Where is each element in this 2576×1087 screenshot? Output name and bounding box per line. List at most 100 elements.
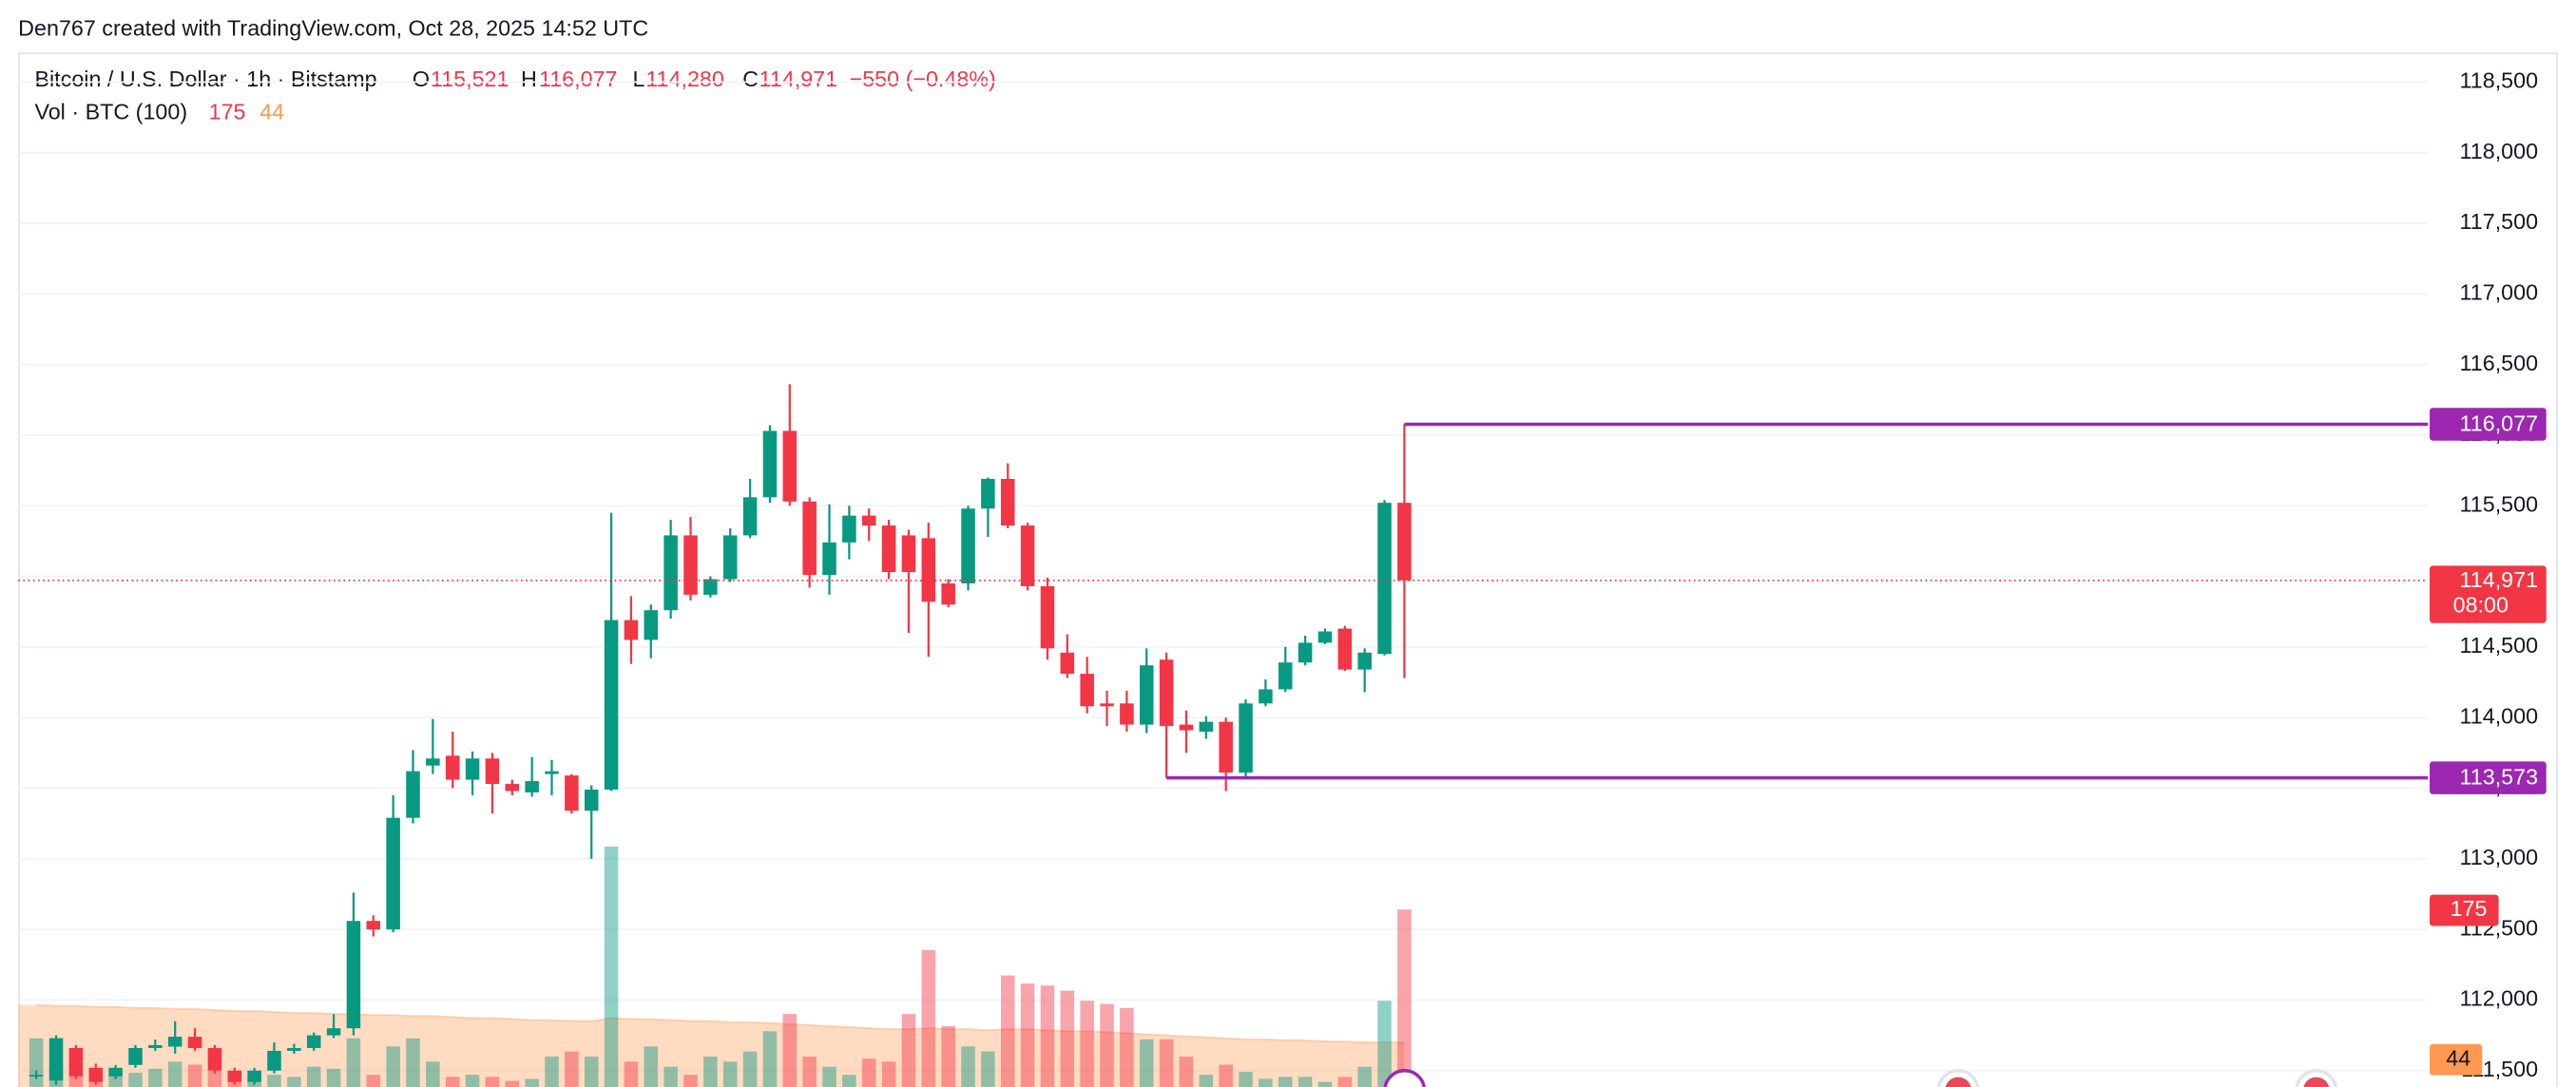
candle-body <box>88 1067 104 1082</box>
y-tick-label: 118,500 <box>2460 68 2539 93</box>
volume-bar <box>545 1056 559 1087</box>
volume-bar <box>346 1038 361 1087</box>
candle-body <box>644 610 659 640</box>
c-label: C <box>742 67 759 91</box>
volume-bar <box>742 1051 758 1087</box>
volume-title[interactable]: Vol · BTC (100) <box>34 99 187 124</box>
candle-body <box>1060 652 1075 675</box>
candle-body <box>445 755 460 780</box>
candle-body <box>1337 628 1353 670</box>
volume-bar <box>426 1061 440 1087</box>
candle-body <box>306 1035 321 1048</box>
candle-body <box>108 1067 123 1077</box>
candle-body <box>1100 703 1114 707</box>
candle-body <box>426 758 440 766</box>
volume-bar <box>604 847 619 1087</box>
candle-body <box>802 501 817 576</box>
candle-body <box>525 781 539 792</box>
volume-bar <box>207 1070 222 1087</box>
volume-bar <box>187 1064 202 1087</box>
price-badge <box>2430 408 2547 441</box>
volume-value: 175 <box>209 99 246 124</box>
price-badge-label: 116,077 <box>2460 411 2539 436</box>
price-badge <box>2430 761 2547 794</box>
l-label: L <box>632 67 644 91</box>
volume-bar <box>1357 1066 1372 1087</box>
candle-body <box>167 1037 183 1047</box>
volume-bar <box>1179 1056 1194 1087</box>
y-tick-label: 117,000 <box>2460 279 2539 304</box>
volume-bar <box>406 1038 420 1087</box>
candle-body <box>782 430 798 502</box>
volume-badge-label: 175 <box>2451 896 2488 921</box>
volume-badge <box>2430 894 2499 926</box>
candle-body <box>683 535 698 595</box>
candle-body <box>663 535 678 611</box>
volume-bar <box>306 1066 321 1087</box>
candle-body <box>1139 665 1154 725</box>
volume-bar <box>287 1077 301 1087</box>
volume-bar <box>465 1075 480 1087</box>
candle-body <box>1219 721 1233 773</box>
event-icon[interactable] <box>1383 1068 1426 1087</box>
volume-bar <box>1219 1064 1233 1087</box>
event-flag <box>2303 1077 2330 1087</box>
volume-bar <box>128 1073 143 1087</box>
volume-bar <box>921 949 936 1087</box>
candle-body <box>941 582 955 605</box>
change-value: −550 (−0.48%) <box>850 67 996 91</box>
volume-bar <box>1139 1039 1154 1087</box>
candle-body <box>386 817 400 930</box>
symbol-title[interactable]: Bitcoin / U.S. Dollar · 1h · Bitstamp <box>34 67 376 91</box>
candle-body <box>326 1028 341 1036</box>
volume-bar <box>941 1025 955 1087</box>
credit: Den767 created with TradingView.com, Oct… <box>18 15 648 40</box>
price-badge-label: 113,573 <box>2460 765 2539 790</box>
candle-body <box>901 535 916 573</box>
volume-bar <box>29 1038 44 1087</box>
volume-bar <box>1040 985 1055 1087</box>
candle-body <box>861 515 876 526</box>
volume-bar <box>1080 1001 1094 1087</box>
volume-bar <box>1377 1001 1392 1087</box>
volume-bar <box>366 1075 381 1087</box>
candle-body <box>1179 724 1194 731</box>
volume-bar <box>386 1046 400 1087</box>
volume-ma-area <box>18 1004 1405 1087</box>
open-value: 115,521 <box>431 67 509 91</box>
volume-bar <box>584 1056 599 1087</box>
close-value: 114,971 <box>759 67 838 91</box>
candle-body <box>703 579 718 595</box>
volume-bar <box>167 1061 183 1087</box>
candle-body <box>1259 689 1273 704</box>
o-label: O <box>413 67 430 91</box>
volume-bar <box>525 1078 539 1087</box>
candle-body <box>1120 703 1134 725</box>
volume-bar <box>1000 975 1015 1087</box>
volume-bar <box>267 1075 281 1087</box>
volume-bar <box>1159 1039 1174 1087</box>
volume-bar <box>722 1061 738 1087</box>
candle-body <box>722 535 738 580</box>
countdown-label: 08:00 <box>2453 593 2509 618</box>
volume-ma-value: 44 <box>260 99 284 124</box>
y-tick-label: 116,500 <box>2460 351 2539 375</box>
volume-bar <box>881 1061 896 1087</box>
volume-bar <box>861 1058 876 1087</box>
volume-bar <box>1337 1077 1353 1087</box>
candle-body <box>287 1047 301 1051</box>
event-flag <box>1945 1077 1971 1087</box>
h-label: H <box>521 67 537 91</box>
volume-bar <box>782 1014 798 1087</box>
candle-body <box>1199 721 1214 733</box>
candle-body <box>128 1047 143 1065</box>
candle-body <box>1357 652 1372 670</box>
candle-body <box>565 775 579 811</box>
y-tick-label: 114,000 <box>2460 703 2539 728</box>
volume-ma-line <box>36 1003 1405 1043</box>
candle-body <box>961 508 975 583</box>
candle-body <box>48 1038 64 1081</box>
candle-body <box>1397 503 1412 581</box>
